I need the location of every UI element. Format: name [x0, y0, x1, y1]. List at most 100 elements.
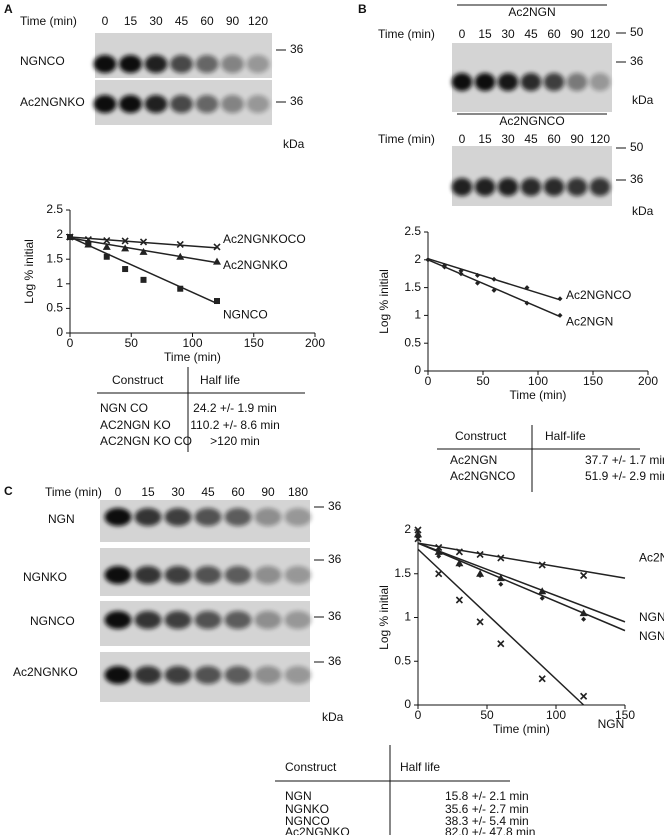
x-tick-label: 50: [125, 336, 139, 350]
gel-row-label: Ac2NGNKO: [13, 665, 78, 679]
gel-band: [104, 566, 132, 584]
table-cell: 82.0 +/- 47.8 min: [445, 825, 535, 835]
gel-band: [194, 666, 222, 684]
y-tick-label: 0: [414, 363, 421, 377]
gel-band: [451, 178, 473, 196]
fit-line: [417, 548, 585, 706]
x-tick-label: 150: [615, 708, 635, 722]
gel-band: [566, 178, 588, 196]
table-cell: Ac2NGNKO: [285, 825, 350, 835]
size-marker-label: 50: [630, 140, 644, 154]
time-point: 0: [115, 485, 122, 499]
gel-band: [589, 178, 611, 196]
data-point: [415, 531, 421, 537]
series-label: NGNCO: [223, 308, 268, 322]
gel-row-label: Ac2NGNKO: [20, 95, 85, 109]
time-label: Time (min): [20, 14, 77, 28]
gel-band: [195, 55, 219, 73]
table-cell: AC2NGN KO CO: [100, 434, 192, 448]
gel-band: [195, 95, 219, 113]
gel-band: [224, 611, 252, 629]
data-point: [524, 285, 530, 291]
unit-label: kDa: [632, 204, 654, 218]
series-label: Ac2NGN: [566, 315, 613, 329]
fit-line: [69, 236, 218, 305]
table-header: Half-life: [545, 429, 586, 443]
data-point: [524, 300, 530, 306]
table-header: Construct: [455, 429, 507, 443]
table-cell: 35.6 +/- 2.7 min: [445, 802, 529, 816]
y-tick-label: 2: [414, 252, 421, 266]
gel-band: [474, 73, 496, 91]
data-point: [458, 268, 464, 274]
y-axis-title: Log % initial: [22, 239, 36, 304]
gel-row-label: NGNCO: [20, 54, 65, 68]
time-point: 90: [226, 14, 240, 28]
time-point: 15: [478, 27, 492, 41]
data-point: [140, 276, 147, 283]
x-tick-label: 150: [244, 336, 264, 350]
unit-label: kDa: [632, 93, 654, 107]
time-point: 0: [459, 27, 466, 41]
gel-band: [497, 178, 519, 196]
time-label: Time (min): [378, 132, 435, 146]
data-point: [476, 618, 484, 626]
gel-band: [254, 611, 282, 629]
table-cell: 15.8 +/- 2.1 min: [445, 789, 529, 803]
x-tick-label: 100: [528, 374, 548, 388]
gel-band: [520, 178, 542, 196]
gel-band: [224, 508, 252, 526]
y-tick-label: 1.5: [394, 566, 411, 580]
data-point: [557, 312, 563, 318]
time-point: 45: [524, 132, 538, 146]
gel-band: [221, 95, 244, 113]
gel-band: [93, 95, 117, 113]
data-point: [538, 587, 547, 595]
data-point: [476, 550, 484, 559]
data-point: [477, 573, 483, 578]
time-point: 30: [149, 14, 163, 28]
data-point: [435, 570, 443, 578]
size-marker-label: 50: [630, 25, 644, 39]
data-point: [580, 692, 588, 700]
table-cell: NGN CO: [100, 401, 148, 415]
x-tick-label: 200: [638, 374, 658, 388]
x-tick-label: 0: [415, 708, 422, 722]
table-cell: 110.2 +/- 8.6 min: [190, 418, 280, 432]
time-point: 30: [501, 132, 515, 146]
series-label: Ac2NGNKO: [223, 258, 288, 272]
gel-band: [451, 73, 473, 91]
time-point: 15: [141, 485, 155, 499]
gel-band: [224, 666, 252, 684]
gel-band: [170, 55, 193, 73]
data-point: [581, 616, 587, 622]
data-point: [458, 271, 464, 277]
y-axis-title: Log % initial: [377, 585, 391, 650]
time-point: 120: [248, 14, 268, 28]
x-axis-title: Time (min): [510, 388, 567, 402]
data-point: [176, 252, 185, 260]
y-tick-label: 1.5: [404, 280, 421, 294]
time-point: 0: [102, 14, 109, 28]
gel-band: [497, 73, 519, 91]
data-point: [538, 561, 546, 569]
time-point: 90: [261, 485, 275, 499]
table-header: Construct: [285, 760, 337, 774]
size-marker-label: 36: [630, 54, 644, 68]
data-point: [442, 264, 447, 270]
time-point: 30: [171, 485, 185, 499]
data-point: [455, 596, 463, 604]
size-marker-label: 36: [290, 42, 304, 56]
size-marker-label: 36: [328, 499, 342, 513]
time-point: 180: [288, 485, 308, 499]
time-point: 60: [547, 132, 561, 146]
time-point: 90: [570, 132, 584, 146]
gel-row-label: NGNKO: [23, 570, 67, 584]
table-header: Construct: [112, 373, 164, 387]
table-cell: Ac2NGNCO: [450, 469, 515, 483]
y-tick-label: 0: [56, 325, 63, 339]
table-cell: 51.9 +/- 2.9 min: [585, 469, 664, 483]
gel-band: [284, 611, 312, 629]
data-point: [85, 241, 92, 248]
